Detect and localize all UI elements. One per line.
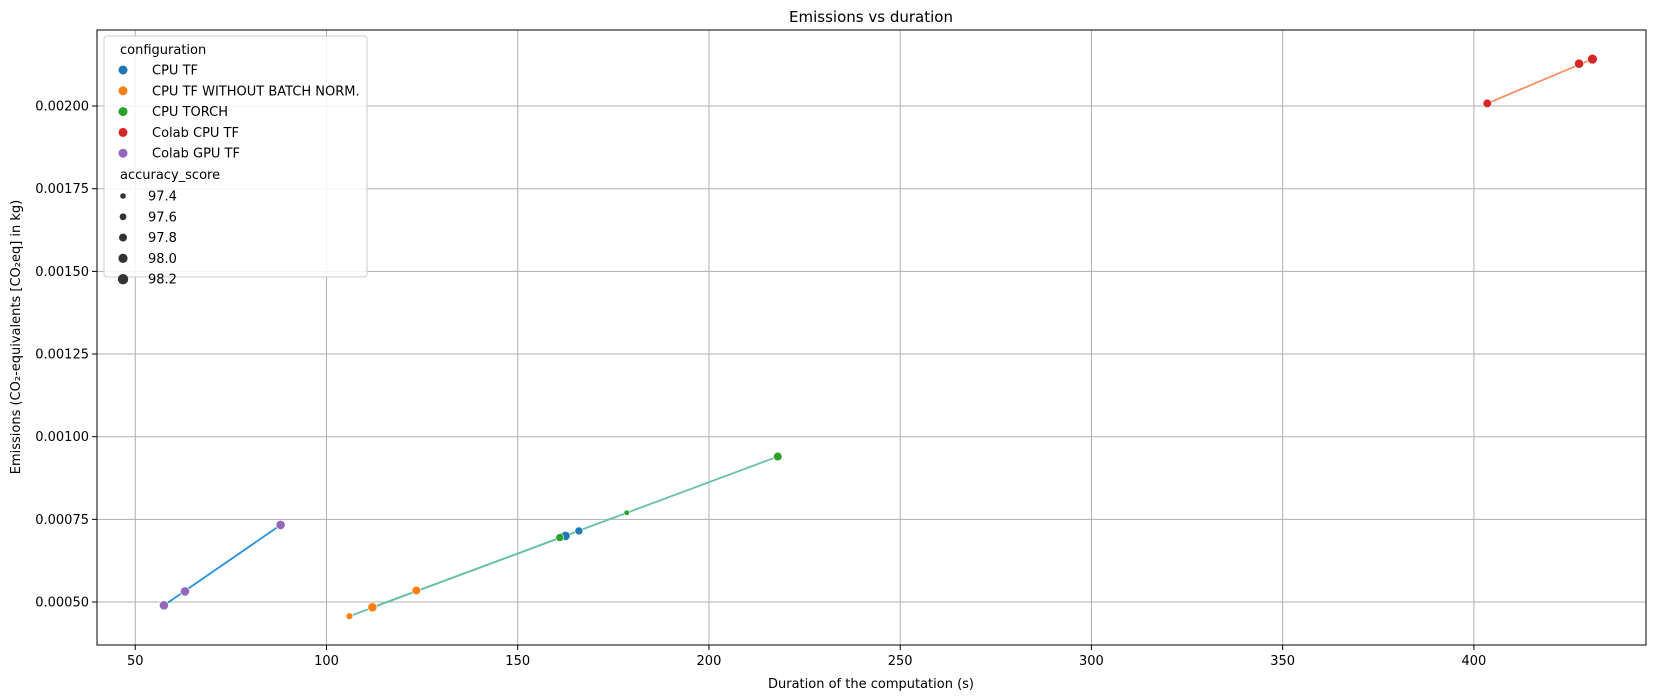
plot-area-frame	[96, 29, 1647, 646]
x-axis-label: Duration of the computation (s)	[768, 677, 974, 692]
x-tick-label: 400	[1461, 654, 1486, 669]
data-point	[367, 602, 378, 613]
legend-hue-title: configuration	[120, 43, 206, 58]
data-point	[180, 586, 190, 597]
y-tick-label: 0.00200	[35, 100, 89, 115]
x-axis-ticks: 50 100 150 200 250 300 350 400	[127, 645, 1486, 669]
chart-title: Emissions vs duration	[789, 8, 953, 26]
legend-swatch	[118, 107, 128, 117]
legend-size-label: 97.6	[148, 210, 177, 225]
legend-size-label: 97.4	[148, 190, 177, 205]
x-tick-label: 300	[1079, 654, 1104, 669]
legend-size-marker	[120, 193, 126, 199]
data-point	[555, 533, 565, 542]
y-axis-ticks: 0.00050 0.00075 0.00100 0.00125 0.00150 0.001…	[35, 100, 97, 611]
x-tick-label: 250	[888, 654, 913, 669]
data-point	[1482, 98, 1492, 109]
series-group	[1482, 53, 1598, 109]
legend-swatch	[118, 127, 128, 137]
series-group	[345, 585, 421, 620]
data-point	[1587, 53, 1598, 65]
data-point	[345, 612, 354, 620]
x-tick-label: 100	[314, 654, 339, 669]
y-tick-label: 0.00150	[35, 265, 89, 280]
legend-size-marker	[119, 233, 127, 242]
data-points	[159, 53, 1598, 620]
trend-line	[372, 530, 580, 609]
legend-series-label: CPU TORCH	[152, 105, 228, 120]
data-point	[159, 600, 169, 611]
x-tick-label: 50	[127, 654, 144, 669]
legend-size-marker	[117, 274, 129, 285]
y-axis-label: Emissions (CO₂-equivalents [CO₂eq] in kg…	[9, 200, 24, 475]
data-point	[411, 585, 421, 596]
trend-line	[1486, 58, 1593, 105]
x-tick-label: 200	[697, 654, 722, 669]
y-tick-label: 0.00175	[35, 182, 89, 197]
legend-swatch	[118, 86, 128, 96]
trend-lines	[163, 58, 1593, 618]
legend-swatch	[118, 148, 128, 158]
legend-size-title: accuracy_score	[120, 168, 220, 183]
data-point	[1574, 58, 1584, 69]
legend-size-label: 97.8	[148, 231, 177, 246]
legend-swatch	[118, 65, 128, 75]
y-tick-label: 0.00100	[35, 430, 89, 445]
y-tick-label: 0.00125	[35, 348, 89, 363]
x-tick-label: 350	[1270, 654, 1295, 669]
legend-series-label: Colab CPU TF	[152, 126, 239, 141]
data-point	[623, 509, 630, 516]
y-tick-label: 0.00075	[35, 513, 89, 528]
legend-box	[103, 35, 368, 278]
legend-size-label: 98.0	[148, 252, 177, 267]
legend-series-label: Colab GPU TF	[152, 147, 240, 162]
series-group	[555, 451, 783, 542]
series-group	[159, 520, 286, 611]
y-tick-label: 0.00050	[35, 596, 89, 611]
legend-size-marker	[118, 253, 128, 263]
data-point	[773, 451, 783, 462]
data-point	[275, 520, 286, 530]
legend-series-label: CPU TF	[152, 64, 198, 79]
legend: configuration CPU TF CPU TF WITHOUT BATCH …	[103, 35, 368, 288]
x-tick-label: 150	[505, 654, 530, 669]
legend-size-marker	[119, 213, 127, 221]
data-point	[574, 526, 584, 536]
legend-size-label: 98.2	[148, 273, 177, 288]
legend-series-label: CPU TF WITHOUT BATCH NORM.	[152, 84, 360, 99]
